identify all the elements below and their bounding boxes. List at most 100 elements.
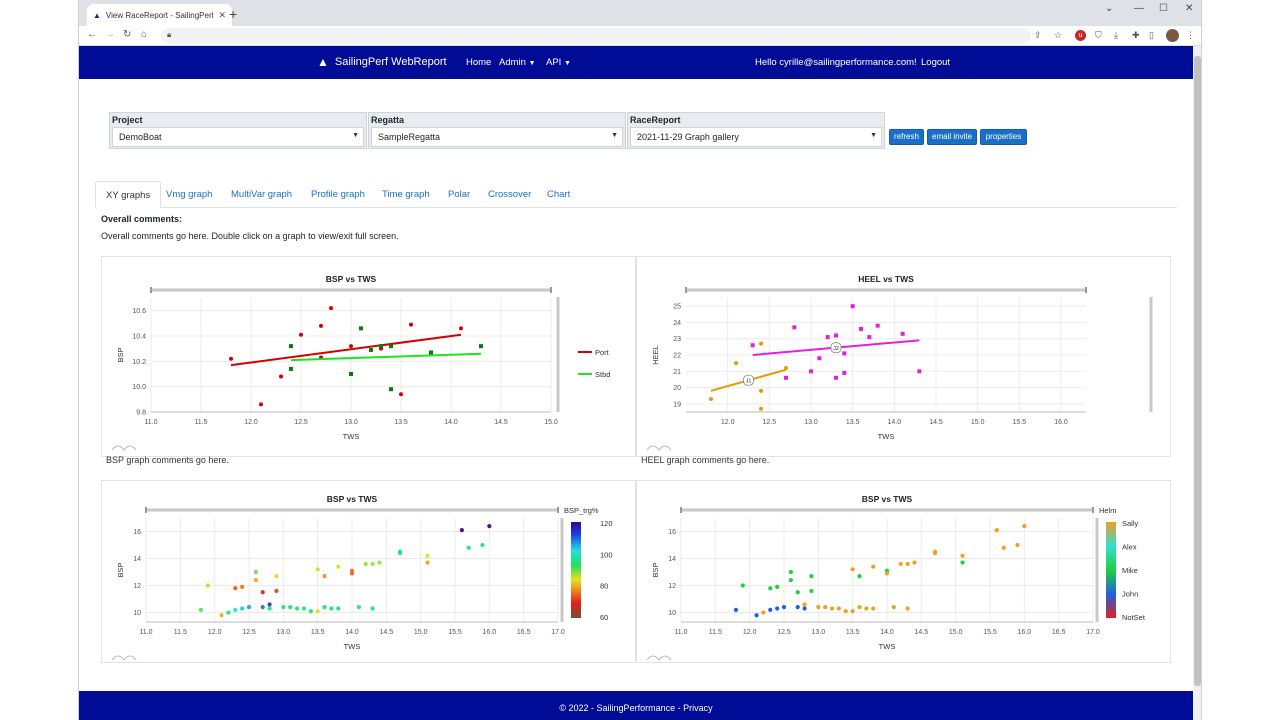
sidepanel-icon[interactable]: ▯ xyxy=(1149,30,1154,40)
brand[interactable]: ▲ SailingPerf WebReport xyxy=(317,55,447,69)
chart-panel-2[interactable]: 12.0 12.5 13.0 13.5 14.0 14.5 15.0 15.5 16.0 19 20… xyxy=(636,256,1171,457)
page: ▲ SailingPerf WebReport Home Admin ▼ API… xyxy=(79,46,1193,720)
data-point xyxy=(823,605,828,610)
star-icon[interactable]: ☆ xyxy=(1054,30,1063,40)
data-point xyxy=(281,605,286,610)
desktop-right xyxy=(1202,0,1280,720)
x-tick-label: 11.0 xyxy=(139,629,152,636)
scrollbar[interactable] xyxy=(1193,46,1201,720)
data-point xyxy=(487,524,492,529)
back-icon[interactable]: ← xyxy=(87,29,97,40)
data-point xyxy=(761,610,766,615)
logout-link[interactable]: Logout xyxy=(921,57,951,68)
regatta-select[interactable]: SampleRegatta ▼ xyxy=(371,127,623,147)
tab-chart[interactable]: Chart xyxy=(547,189,571,200)
x-tick-label: 11.5 xyxy=(174,629,187,636)
user-greeting: Hello cyrille@sailingperformance.com! xyxy=(755,57,917,68)
email-invite-button[interactable]: email invite xyxy=(927,129,977,145)
tab-time-graph[interactable]: Time graph xyxy=(382,189,430,200)
data-point xyxy=(289,344,293,349)
x-tick-label: 15.5 xyxy=(983,629,997,636)
data-point xyxy=(850,609,855,614)
data-point xyxy=(859,326,863,331)
colorbar-category: Sally xyxy=(1122,519,1139,528)
window-close-icon[interactable]: ✕ xyxy=(1185,3,1194,14)
data-point xyxy=(775,584,780,589)
tab-profile-graph[interactable]: Profile graph xyxy=(311,189,365,200)
heel-tws-chart[interactable]: 12.0 12.5 13.0 13.5 14.0 14.5 15.0 15.5 16.0 19 20… xyxy=(637,257,1172,458)
data-point xyxy=(884,571,890,576)
y-tick-label: 10 xyxy=(668,610,676,617)
data-point xyxy=(233,586,238,591)
data-point xyxy=(253,578,258,583)
scrollbar-thumb[interactable] xyxy=(1194,56,1201,686)
data-point xyxy=(466,545,471,550)
caret-down-icon: ▼ xyxy=(870,132,877,139)
bsp-tws-trg-chart[interactable]: 11.0 11.5 12.0 12.5 13.0 13.5 14.0 14.5 15.0 15.5… xyxy=(102,481,637,664)
project-label: Project xyxy=(112,115,143,125)
bsp-tws-chart[interactable]: 11.0 11.5 12.0 12.5 13.0 13.5 14.0 14.5 15.0 9.8 1… xyxy=(102,257,637,458)
tab-xy-graphs[interactable]: XY graphs xyxy=(95,181,162,208)
forward-icon[interactable]: → xyxy=(105,29,115,40)
chart-panel-1[interactable]: 11.0 11.5 12.0 12.5 13.0 13.5 14.0 14.5 15.0 9.8 1… xyxy=(101,256,636,457)
download-icon[interactable]: ⤓ xyxy=(1114,30,1118,40)
new-tab-icon[interactable]: + xyxy=(229,6,238,22)
avatar[interactable] xyxy=(1166,29,1179,42)
menu-icon[interactable]: ⋮ xyxy=(1186,30,1195,40)
data-point xyxy=(759,406,763,411)
chart-panel-4[interactable]: 11.0 11.5 12.0 12.5 13.0 13.5 14.0 14.5 15.0 15.5… xyxy=(636,480,1171,663)
data-point xyxy=(205,583,210,588)
x-tick-label: 13.0 xyxy=(804,419,818,426)
close-icon[interactable]: ✕ xyxy=(218,9,226,20)
tab-vmg-graph[interactable]: Vmg graph xyxy=(166,189,213,200)
colorbar-category: John xyxy=(1122,590,1138,599)
data-point xyxy=(842,351,847,356)
reload-icon[interactable]: ↻ xyxy=(123,29,132,40)
y-axis-label: BSP xyxy=(116,347,125,362)
chart-panel-3[interactable]: 11.0 11.5 12.0 12.5 13.0 13.5 14.0 14.5 15.0 15.5… xyxy=(101,480,636,663)
x-tick-label: 15.5 xyxy=(1013,419,1027,426)
data-point xyxy=(1015,542,1020,548)
refresh-button[interactable]: refresh xyxy=(889,129,924,145)
privacy-link[interactable]: Privacy xyxy=(683,703,713,713)
data-point xyxy=(932,551,938,556)
x-tick-label: 17.0 xyxy=(551,629,565,636)
nav-api[interactable]: API ▼ xyxy=(546,57,571,68)
comments-title: Overall comments: xyxy=(101,214,183,224)
data-point xyxy=(781,605,787,610)
data-point xyxy=(288,605,293,610)
y-tick-label: 10.6 xyxy=(132,308,146,315)
share-icon[interactable]: ⇪ xyxy=(1034,30,1042,40)
nav-admin[interactable]: Admin ▼ xyxy=(499,57,536,68)
x-tick-label: 15.5 xyxy=(448,629,462,636)
ublock-icon[interactable]: u xyxy=(1075,30,1086,41)
colorbar-category: Alex xyxy=(1122,543,1137,552)
data-point xyxy=(875,323,880,328)
x-tick-label: 13.0 xyxy=(812,629,826,636)
home-icon[interactable]: ⌂ xyxy=(141,29,148,40)
minimize-icon[interactable]: — xyxy=(1134,3,1144,14)
data-point xyxy=(379,344,383,349)
x-tick-label: 12.0 xyxy=(721,419,735,426)
tab-multivar-graph[interactable]: MultiVar graph xyxy=(231,189,293,200)
nav-home[interactable]: Home xyxy=(466,57,492,68)
x-tick-label: 14.0 xyxy=(888,419,902,426)
data-point xyxy=(864,606,869,611)
bsp-tws-helm-chart[interactable]: 11.0 11.5 12.0 12.5 13.0 13.5 14.0 14.5 15.0 15.5… xyxy=(637,481,1172,664)
chart-title: BSP vs TWS xyxy=(862,494,913,504)
extensions-icon[interactable]: ✚ xyxy=(1132,30,1140,40)
url-input[interactable]: 🔒︎ xyxy=(161,28,1031,44)
data-point xyxy=(389,344,393,349)
tab-polar[interactable]: Polar xyxy=(448,189,471,200)
racereport-select[interactable]: 2021-11-29 Graph gallery ▼ xyxy=(630,127,882,147)
y-tick-label: 25 xyxy=(673,304,681,311)
tab-crossover[interactable]: Crossover xyxy=(488,189,532,200)
properties-button[interactable]: properties xyxy=(980,129,1027,145)
address-bar: ← → ↻ ⌂ 🔒︎ ⇪ ☆ u ⛉ ⤓ ✚ ▯ ⋮ xyxy=(79,26,1201,46)
project-select[interactable]: DemoBoat ▼ xyxy=(112,127,364,147)
x-tick-label: 15.0 xyxy=(971,419,985,426)
maximize-icon[interactable]: ☐ xyxy=(1159,3,1168,14)
shield-icon[interactable]: ⛉ xyxy=(1095,30,1102,40)
chevron-down-icon[interactable]: ⌄ xyxy=(1105,3,1114,14)
